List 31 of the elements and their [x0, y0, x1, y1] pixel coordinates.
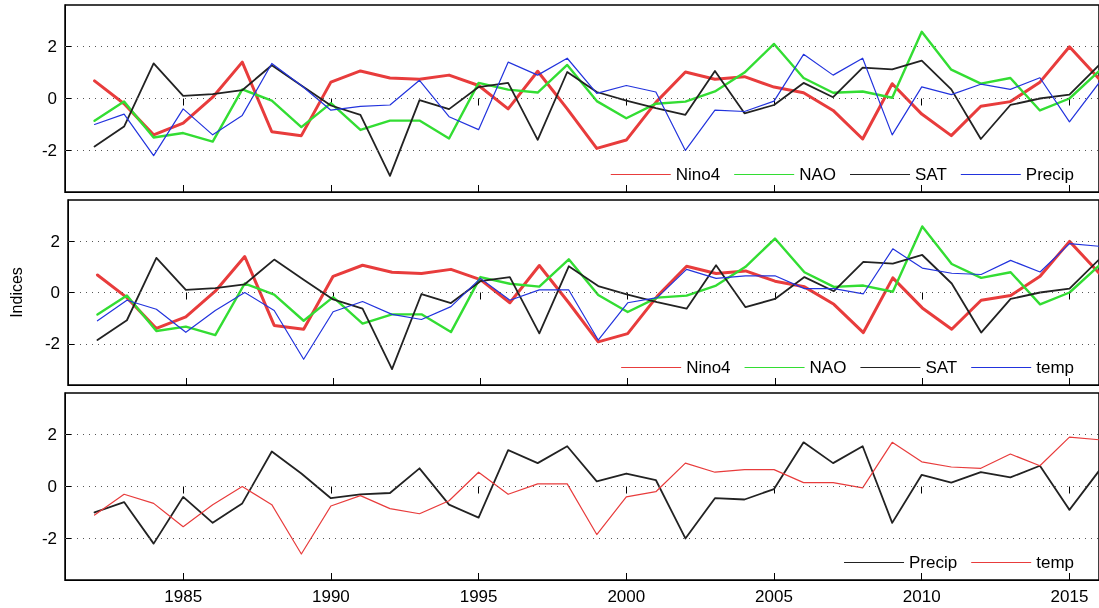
x-tick-label: 1990 [311, 587, 350, 606]
legend-label: NAO [809, 358, 847, 377]
y-axis-title: Indices [7, 267, 25, 318]
line-series [96, 225, 1099, 337]
y-tick-label: 0 [50, 283, 60, 302]
line-series [96, 243, 1099, 360]
legend-label: temp [1036, 553, 1074, 572]
legend-label: Precip [1025, 165, 1074, 184]
y-tick-label: -2 [41, 140, 57, 160]
x-tick-label: 2015 [1050, 587, 1089, 606]
legend-label: Nino4 [686, 358, 731, 377]
y-tick-label: 2 [47, 37, 57, 57]
x-tick-label: 2010 [902, 587, 941, 606]
y-tick-label: 2 [50, 231, 60, 251]
x-tick-label: 2000 [607, 587, 646, 606]
legend-label: Nino4 [675, 165, 721, 184]
x-tick-label: 2005 [755, 587, 793, 606]
legend-label: Precip [909, 553, 958, 572]
y-tick-label: 0 [47, 477, 57, 496]
legend-label: NAO [799, 165, 837, 184]
y-tick-label: -2 [44, 334, 60, 354]
legend-label: SAT [915, 165, 947, 184]
legend-label: SAT [925, 358, 958, 377]
line-series [93, 30, 1099, 143]
x-tick-label: 1985 [164, 587, 203, 606]
x-tick-label: 1995 [459, 587, 498, 606]
y-tick-label: -2 [41, 528, 57, 548]
y-tick-label: 0 [47, 89, 57, 108]
legend-label: temp [1036, 358, 1074, 377]
y-tick-label: 2 [47, 425, 57, 445]
line-series [95, 239, 1099, 344]
